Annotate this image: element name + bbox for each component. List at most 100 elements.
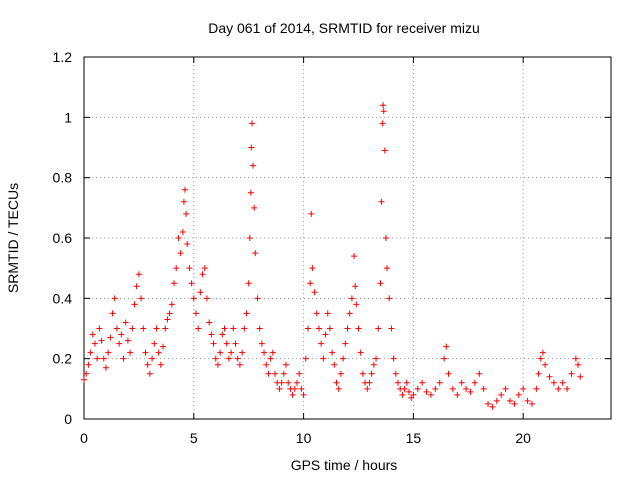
data-point xyxy=(192,310,199,317)
data-point xyxy=(467,388,474,395)
data-point xyxy=(289,391,296,398)
data-point xyxy=(140,325,147,332)
y-tick-label: 0.2 xyxy=(53,351,73,367)
data-point xyxy=(111,295,118,302)
data-point xyxy=(377,280,384,287)
data-point xyxy=(575,361,582,368)
data-point xyxy=(225,355,232,362)
data-point xyxy=(340,355,347,362)
data-point xyxy=(443,343,450,350)
data-point xyxy=(520,385,527,392)
data-point xyxy=(375,325,382,332)
data-point xyxy=(122,319,129,326)
data-point xyxy=(458,379,465,386)
data-point xyxy=(217,349,224,356)
data-point xyxy=(357,349,364,356)
data-point xyxy=(378,198,385,205)
data-point xyxy=(248,120,255,127)
data-point xyxy=(208,331,215,338)
y-tick-label: 0 xyxy=(64,411,72,427)
data-point xyxy=(94,355,101,362)
data-point xyxy=(405,388,412,395)
data-point xyxy=(142,349,149,356)
data-point xyxy=(276,385,283,392)
data-point xyxy=(386,295,393,302)
data-point xyxy=(135,271,142,278)
data-point xyxy=(247,189,254,196)
data-point xyxy=(379,120,386,127)
axis-ticks: 0 0.2 0.4 0.6 0.8 1 1.2 0 5 10 15 20 xyxy=(53,49,611,446)
data-point xyxy=(107,334,114,341)
data-point xyxy=(542,361,549,368)
data-point xyxy=(179,228,186,235)
data-point xyxy=(155,349,162,356)
data-point xyxy=(364,385,371,392)
data-point xyxy=(245,280,252,287)
data-point xyxy=(180,198,187,205)
data-point xyxy=(199,271,206,278)
data-point xyxy=(454,391,461,398)
data-point xyxy=(524,397,531,404)
grid-lines xyxy=(84,57,611,419)
data-point xyxy=(188,280,195,287)
data-point xyxy=(164,316,171,323)
data-point xyxy=(85,361,92,368)
x-tick-label: 0 xyxy=(80,430,88,446)
data-point xyxy=(380,102,387,109)
data-point xyxy=(236,361,243,368)
data-point xyxy=(293,379,300,386)
data-point xyxy=(485,400,492,407)
data-point xyxy=(175,235,182,241)
data-point xyxy=(221,325,228,332)
data-point xyxy=(91,340,98,347)
data-point xyxy=(533,385,540,392)
data-point xyxy=(186,265,193,272)
data-point xyxy=(498,391,505,398)
data-point xyxy=(311,289,318,296)
data-point xyxy=(537,355,544,362)
data-point xyxy=(390,355,397,362)
data-point xyxy=(166,310,173,317)
data-point xyxy=(263,361,270,368)
data-point xyxy=(256,325,263,332)
data-point xyxy=(246,235,253,241)
data-point xyxy=(399,391,406,398)
x-axis-label: GPS time / hours xyxy=(291,457,398,473)
y-axis-label: SRMTID / TECUs xyxy=(5,183,21,293)
data-point xyxy=(258,340,265,347)
data-point xyxy=(272,370,279,377)
data-point xyxy=(572,355,579,362)
data-point xyxy=(577,373,584,380)
data-point xyxy=(98,337,105,344)
data-point xyxy=(344,325,351,332)
data-point xyxy=(129,325,136,332)
data-point xyxy=(355,325,362,332)
data-point xyxy=(502,385,509,392)
data-point xyxy=(232,340,239,347)
data-point xyxy=(380,108,387,115)
data-point xyxy=(489,403,496,410)
data-point xyxy=(432,385,439,392)
data-point xyxy=(223,340,230,347)
data-point xyxy=(368,370,375,377)
data-point xyxy=(329,349,336,356)
y-tick-label: 0.6 xyxy=(53,230,73,246)
data-point xyxy=(463,385,470,392)
data-point xyxy=(230,325,237,332)
data-point xyxy=(335,385,342,392)
data-point xyxy=(210,340,217,347)
y-tick-label: 1.2 xyxy=(53,49,73,65)
x-tick-label: 10 xyxy=(296,430,312,446)
data-point xyxy=(476,370,483,377)
data-point xyxy=(300,391,307,398)
data-point xyxy=(168,301,175,308)
data-point xyxy=(96,325,103,332)
data-point xyxy=(370,361,377,368)
data-point xyxy=(423,388,430,395)
data-point xyxy=(171,280,178,287)
data-point xyxy=(346,310,353,317)
data-point xyxy=(162,325,169,332)
data-point xyxy=(81,376,87,383)
data-point xyxy=(320,355,327,362)
data-point xyxy=(373,355,380,362)
